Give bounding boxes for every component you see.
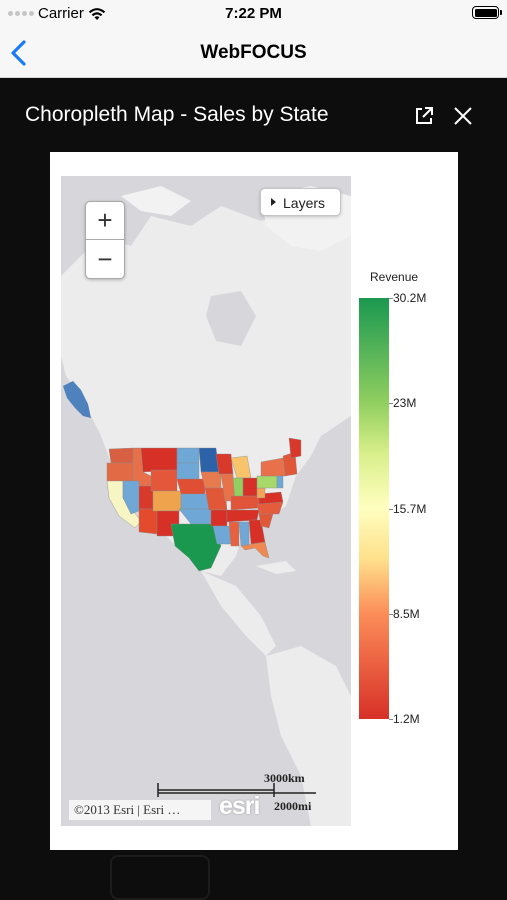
legend-tick [389,719,393,720]
state-arkansas [210,509,228,527]
status-time: 7:22 PM [225,5,282,22]
map-attribution[interactable]: ©2013 Esri | Esri … [69,800,211,820]
status-bar: Carrier 7:22 PM [0,0,507,28]
zoom-in-button[interactable]: + [86,202,124,240]
state-north-dakota [176,447,200,464]
legend-color-ramp [359,298,389,719]
navigation-bar: WebFOCUS [0,28,507,78]
close-icon [454,107,472,125]
esri-logo: esri [219,792,260,820]
legend-label: 1.2M [393,712,420,726]
state-nevada [122,480,140,515]
modal-title: Choropleth Map - Sales by State [25,103,329,126]
zoom-control: + − [85,201,125,279]
legend-tick [389,298,393,299]
expand-button[interactable] [412,104,436,128]
state-south-dakota [176,462,200,480]
state-ohio [242,477,258,497]
state-kansas [180,493,210,510]
hudson-bay [206,291,256,346]
close-button[interactable] [451,104,475,128]
signal-icon [8,11,34,16]
state-wyoming [150,469,178,492]
us-states [106,437,302,572]
state-mississippi [228,521,240,547]
chevron-left-icon [11,40,26,66]
legend-tick [389,613,393,615]
state-alaska [63,381,91,418]
arctic-islands [121,186,191,216]
state-alabama [238,521,250,547]
external-link-icon [416,107,433,124]
scale-km-label: 3000km [264,771,305,785]
south-america [266,646,351,826]
status-left: Carrier [8,5,106,22]
nav-title: WebFOCUS [200,42,307,63]
background-decoration [110,855,210,900]
state-washington [108,447,134,464]
state-west-virginia [256,487,266,499]
legend-label: 15.7M [393,501,427,516]
legend-tick [389,508,393,510]
layers-label: Layers [283,195,326,211]
map-view[interactable]: + − Layers 3000km 2000mi ©2013 Esri | Es… [61,176,351,826]
state-south-carolina [258,513,274,529]
legend-tick [389,403,393,405]
legend-label: 30.2M [393,291,427,305]
state-oregon [106,462,134,482]
carrier-label: Carrier [38,5,84,22]
scale-bar-lines [157,783,316,797]
legend-label: 8.5M [393,606,420,621]
central-america [201,571,276,656]
legend-title: Revenue [370,270,419,284]
scale-mi-label: 2000mi [274,799,312,813]
back-button[interactable] [6,36,36,70]
chart-card: + − Layers 3000km 2000mi ©2013 Esri | Es… [50,152,458,850]
battery-icon [472,6,502,19]
state-minnesota [198,447,220,473]
state-kentucky [230,495,262,511]
state-pennsylvania [256,475,278,489]
layers-button[interactable]: Layers [260,188,341,216]
state-nebraska [176,478,206,495]
state-maine [288,437,302,459]
state-wisconsin [215,453,234,475]
state-arizona [138,508,158,535]
scale-bar: 3000km 2000mi [156,771,316,813]
state-florida [240,541,270,559]
caret-right-icon [271,198,276,206]
state-montana [140,447,178,473]
zoom-out-button[interactable]: − [97,244,113,274]
legend-label: 23M [393,396,417,411]
caribbean [256,561,296,574]
state-new-jersey [276,475,284,489]
state-colorado [152,490,182,512]
wifi-icon [88,7,106,20]
